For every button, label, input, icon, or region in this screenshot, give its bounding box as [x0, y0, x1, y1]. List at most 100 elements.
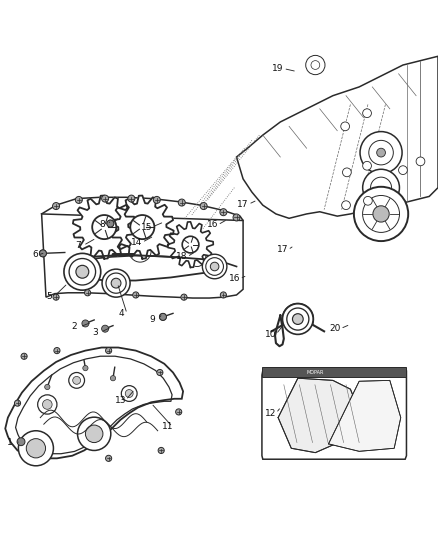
Circle shape: [121, 386, 137, 401]
Circle shape: [131, 215, 154, 239]
Circle shape: [153, 197, 160, 204]
Circle shape: [363, 196, 399, 232]
Circle shape: [69, 259, 95, 285]
Circle shape: [360, 132, 402, 174]
Text: 20: 20: [329, 324, 341, 333]
Circle shape: [92, 215, 117, 239]
Circle shape: [311, 61, 320, 69]
Circle shape: [133, 292, 139, 298]
Circle shape: [64, 253, 101, 290]
Text: 16: 16: [207, 220, 218, 229]
Text: 8: 8: [99, 220, 105, 229]
Text: 19: 19: [272, 64, 284, 73]
Circle shape: [102, 195, 109, 202]
Circle shape: [210, 262, 219, 271]
Circle shape: [283, 304, 313, 334]
Polygon shape: [328, 381, 401, 451]
Circle shape: [42, 400, 52, 409]
Text: 12: 12: [265, 409, 276, 418]
Circle shape: [82, 320, 89, 327]
Polygon shape: [111, 196, 174, 259]
Circle shape: [75, 197, 82, 204]
Text: 7: 7: [75, 241, 81, 250]
Circle shape: [102, 325, 109, 332]
Text: 13: 13: [115, 395, 126, 405]
Circle shape: [78, 417, 111, 450]
Circle shape: [342, 201, 350, 209]
Circle shape: [220, 292, 226, 298]
Text: 16: 16: [229, 274, 240, 283]
Text: 15: 15: [141, 223, 152, 231]
Circle shape: [363, 169, 399, 206]
Text: 17: 17: [277, 245, 288, 254]
Circle shape: [39, 250, 46, 257]
Circle shape: [306, 55, 325, 75]
Circle shape: [158, 447, 164, 454]
Circle shape: [102, 269, 130, 297]
Circle shape: [18, 431, 53, 466]
Circle shape: [21, 353, 27, 359]
Circle shape: [157, 369, 163, 376]
Circle shape: [85, 425, 103, 442]
Polygon shape: [73, 196, 136, 259]
Text: 11: 11: [162, 422, 173, 431]
Polygon shape: [5, 348, 183, 458]
Text: 18: 18: [176, 252, 187, 261]
Circle shape: [39, 250, 46, 257]
Circle shape: [363, 109, 371, 118]
Text: 2: 2: [72, 322, 77, 332]
Circle shape: [110, 376, 116, 381]
Circle shape: [106, 455, 112, 462]
Circle shape: [188, 249, 206, 266]
Circle shape: [341, 122, 350, 131]
Circle shape: [125, 390, 133, 398]
Circle shape: [206, 257, 223, 276]
Circle shape: [182, 236, 199, 253]
Circle shape: [38, 395, 57, 414]
Polygon shape: [278, 378, 359, 453]
Circle shape: [159, 313, 166, 320]
Text: 17: 17: [237, 200, 249, 209]
Circle shape: [176, 409, 182, 415]
Circle shape: [287, 308, 309, 330]
Polygon shape: [42, 197, 243, 231]
Polygon shape: [42, 214, 243, 298]
Circle shape: [293, 314, 303, 325]
Text: 14: 14: [131, 238, 142, 247]
Circle shape: [181, 294, 187, 300]
Circle shape: [83, 366, 88, 371]
Text: 5: 5: [46, 292, 52, 301]
Circle shape: [233, 214, 240, 221]
Circle shape: [73, 376, 81, 384]
Circle shape: [377, 148, 385, 157]
Circle shape: [54, 348, 60, 354]
Circle shape: [107, 220, 114, 227]
Polygon shape: [262, 368, 406, 459]
Circle shape: [45, 384, 50, 390]
Circle shape: [26, 439, 46, 458]
Circle shape: [373, 206, 389, 222]
Circle shape: [53, 294, 59, 300]
Text: 6: 6: [32, 250, 38, 259]
Circle shape: [17, 438, 25, 446]
Circle shape: [107, 220, 114, 227]
Circle shape: [85, 290, 91, 296]
Circle shape: [69, 373, 85, 388]
Circle shape: [76, 265, 89, 278]
Circle shape: [363, 161, 371, 170]
Circle shape: [106, 348, 112, 354]
Text: 1: 1: [7, 438, 13, 447]
Circle shape: [106, 273, 126, 293]
Circle shape: [202, 254, 227, 279]
Circle shape: [111, 278, 121, 288]
FancyBboxPatch shape: [262, 367, 406, 377]
Circle shape: [200, 203, 207, 209]
Text: 3: 3: [92, 328, 99, 337]
Circle shape: [220, 209, 227, 216]
Circle shape: [14, 400, 21, 406]
Circle shape: [399, 166, 407, 174]
Text: 4: 4: [119, 309, 124, 318]
Circle shape: [53, 203, 60, 209]
Circle shape: [343, 168, 351, 177]
Polygon shape: [168, 222, 213, 268]
